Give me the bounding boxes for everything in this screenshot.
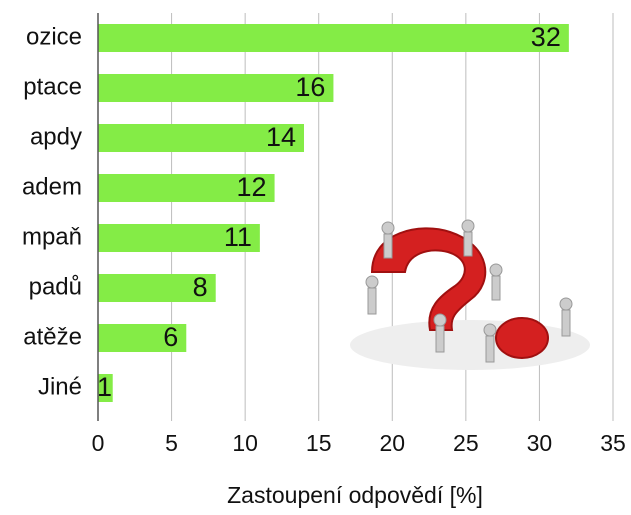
- x-tick-label: 0: [92, 430, 105, 456]
- illustration: [350, 220, 590, 370]
- x-tick-label: 35: [600, 430, 626, 456]
- value-label: 6: [163, 322, 178, 352]
- y-tick-label: apdy: [30, 123, 82, 150]
- y-tick-label: Jiné: [38, 373, 82, 400]
- x-tick-label: 5: [165, 430, 178, 456]
- y-tick-label: mpaň: [22, 223, 82, 250]
- x-axis-title: Zastoupení odpovědí [%]: [227, 482, 483, 508]
- bar: [98, 24, 569, 52]
- x-tick-label: 20: [379, 430, 405, 456]
- chart: Zastoupení odpovědí [%] 0 5 10 15 20 25 30 35 oz…: [0, 0, 631, 515]
- value-label: 1: [97, 372, 112, 402]
- y-tick-label: padů: [29, 273, 82, 300]
- value-label: 32: [531, 22, 561, 52]
- y-tick-label: adem: [22, 173, 82, 200]
- x-tick-label: 25: [453, 430, 479, 456]
- x-tick-label: 30: [527, 430, 553, 456]
- x-tick-label: 15: [306, 430, 332, 456]
- y-tick-label: atěže: [23, 323, 82, 350]
- value-label: 8: [193, 272, 208, 302]
- y-tick-label: ozice: [26, 23, 82, 50]
- y-tick-label: ptace: [23, 73, 82, 100]
- value-label: 11: [224, 222, 252, 252]
- value-label: 16: [295, 72, 325, 102]
- value-label: 12: [237, 172, 267, 202]
- value-label: 14: [266, 122, 296, 152]
- page: {"chart_data": {"type": "bar", "orientat…: [0, 0, 631, 515]
- x-tick-label: 10: [232, 430, 258, 456]
